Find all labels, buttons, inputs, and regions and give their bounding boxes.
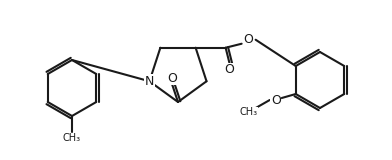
Text: O: O — [225, 63, 234, 76]
Text: N: N — [145, 75, 154, 88]
Text: O: O — [271, 93, 281, 107]
Text: CH₃: CH₃ — [63, 133, 81, 143]
Text: O: O — [167, 72, 177, 84]
Text: CH₃: CH₃ — [240, 107, 258, 117]
Text: O: O — [244, 33, 254, 46]
